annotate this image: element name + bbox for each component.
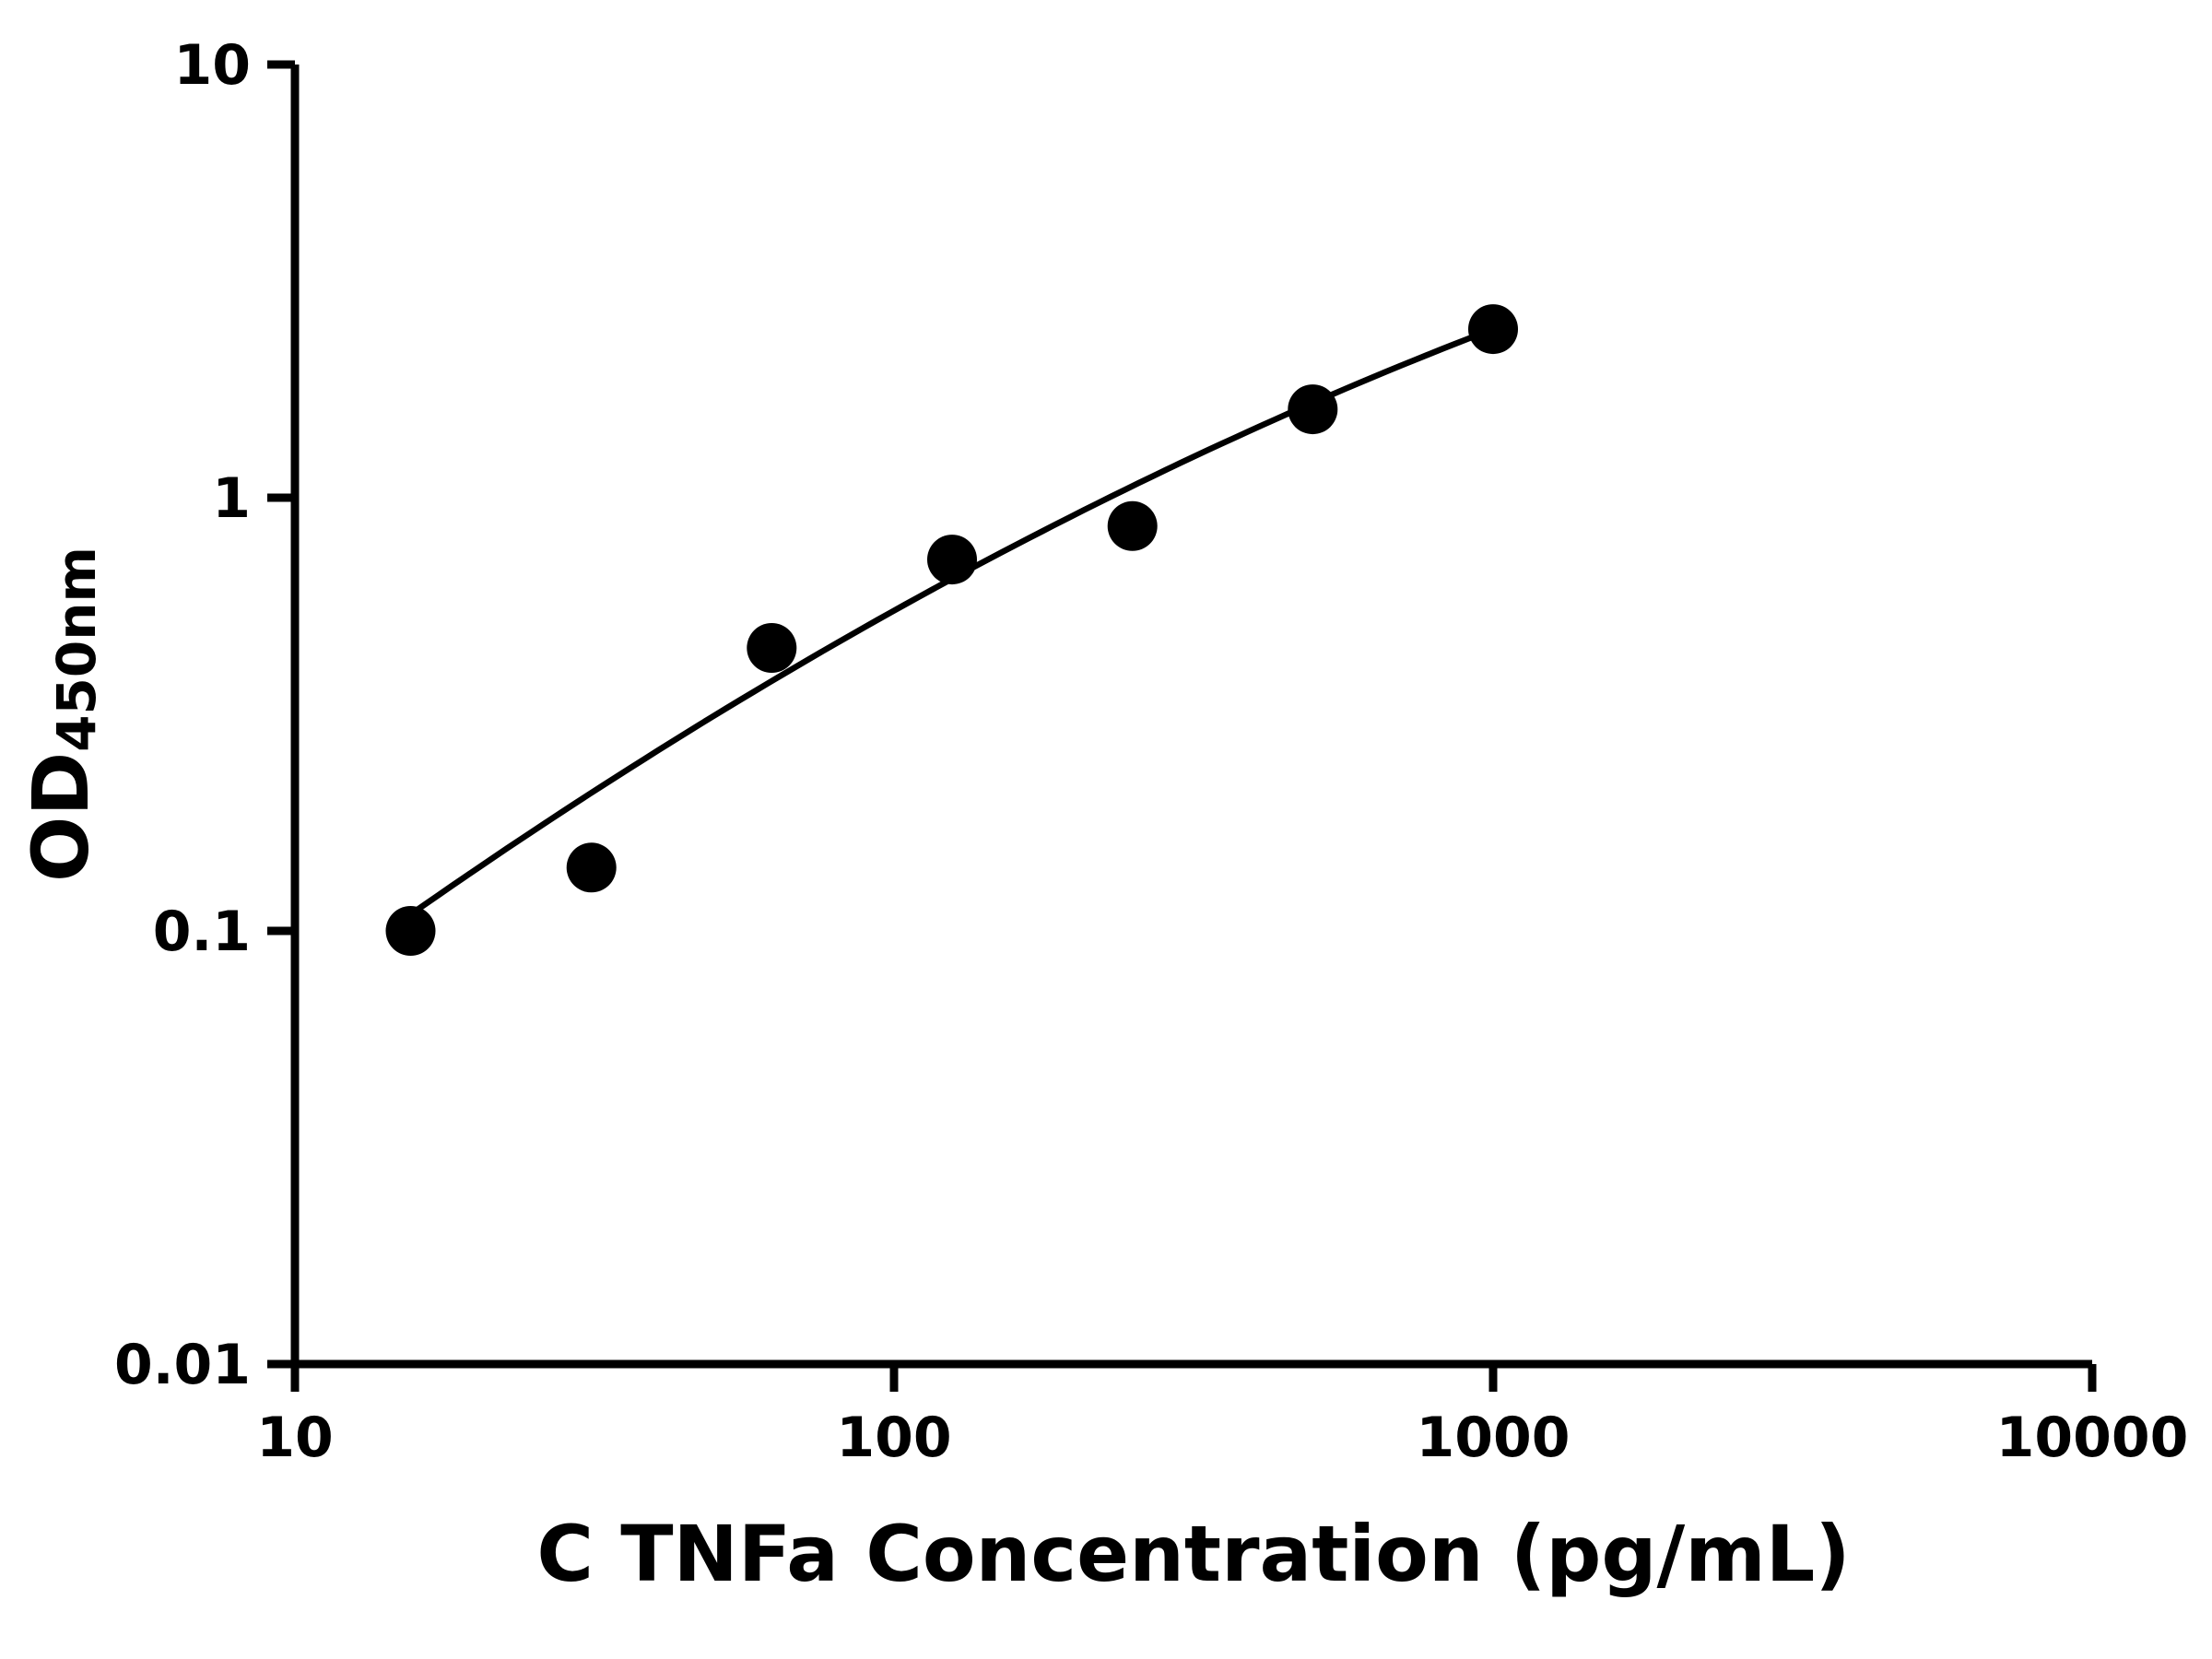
y-tick-label: 10 [174, 33, 252, 98]
data-point [747, 623, 797, 673]
x-tick-label: 100 [836, 1406, 951, 1470]
y-axis-title-subscript: 450nm [45, 547, 108, 752]
x-tick-label: 10 [256, 1406, 334, 1470]
y-axis-title: OD450nm [16, 547, 108, 882]
y-tick-label: 0.1 [153, 900, 251, 964]
data-point [385, 906, 436, 956]
x-tick-label: 10000 [1996, 1406, 2189, 1470]
y-axis-title-main: OD [16, 752, 106, 882]
x-axis-title: C TNFa Concentration (pg/mL) [536, 1509, 1850, 1599]
data-point [566, 842, 617, 893]
axes-frame [290, 65, 2092, 1369]
y-tick-label: 0.01 [114, 1333, 251, 1397]
x-tick-label: 1000 [1417, 1406, 1571, 1470]
data-point [1107, 500, 1158, 551]
data-point [1288, 384, 1338, 435]
data-point [927, 535, 977, 585]
data-point [1468, 304, 1518, 355]
y-tick-label: 1 [212, 466, 251, 531]
